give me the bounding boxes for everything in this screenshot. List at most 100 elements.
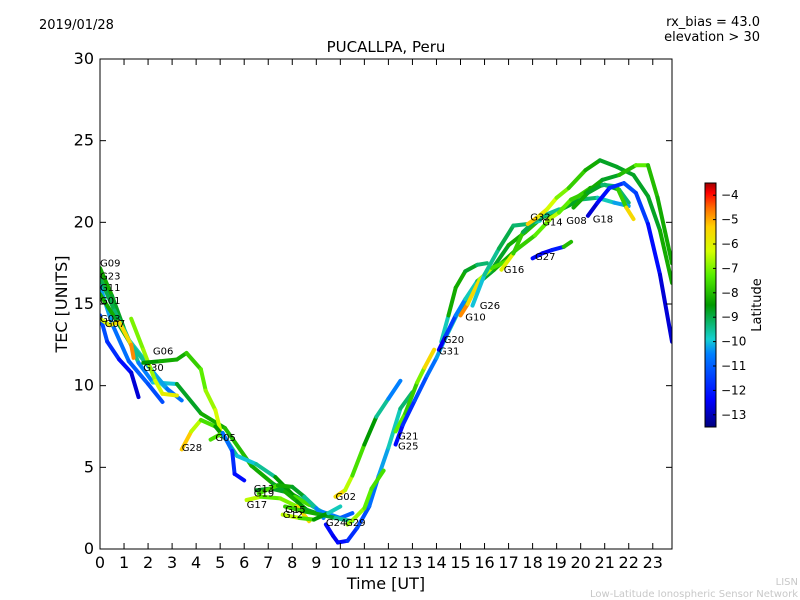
trace-segment [146,382,165,404]
colorbar-ticks: −4 −5 −6 −7 −8 −9 −10 −11 −12 −13 [713,188,746,422]
trace-segment [100,266,114,298]
trace-segment [393,422,405,447]
trace-segment [475,261,489,267]
trace-segment [230,449,237,476]
trace-segment [545,207,561,217]
trace-segment [511,230,525,256]
trace-segment [232,471,247,483]
series-g32 [525,158,672,285]
x-tick-label: 0 [95,553,105,572]
trace-segment [129,316,146,352]
trace-segment [376,445,391,478]
trace-segment [631,173,650,199]
trace-segment [561,239,574,249]
trace-segment [569,190,588,202]
trace-segment [198,367,208,393]
trace-segment [362,414,379,447]
y-tick-label: 0 [84,539,94,558]
y-tick-label: 30 [74,49,94,68]
prn-label-g07: G07 [105,319,125,330]
trace-segment [290,484,307,499]
trace-segment [278,496,300,509]
colorbar-tick-label: −13 [721,408,746,422]
prn-label-g11: G11 [100,283,120,294]
colorbar-tick-label: −4 [721,188,739,202]
prn-label-g08: G08 [566,216,586,227]
series-g05 [208,431,247,483]
prn-label-g23: G23 [100,272,120,283]
trace-segment [646,222,662,277]
prn-label-g19: G19 [254,489,274,500]
footer-network: Low-Latitude Ionospheric Sensor Network [590,589,798,600]
trace-segment [343,473,355,493]
trace-segment [280,512,302,520]
prn-label-g03: G03 [100,314,120,325]
prn-label-g21: G21 [398,432,418,443]
trace-segment [422,347,437,370]
y-tick-label: 25 [74,131,94,150]
series-g21 [393,347,437,434]
colorbar-tick-label: −9 [721,310,739,324]
prn-label-g05: G05 [215,433,235,444]
footer-lisn: LISN [775,577,798,588]
trace-segment [275,483,295,489]
series-g28 [179,418,312,507]
trace-segment [153,378,165,396]
trace-segment [126,359,151,386]
x-tick-label: 12 [378,553,398,572]
trace-segment [597,158,619,169]
trace-segment [614,184,629,210]
x-tick-label: 1 [119,553,129,572]
prn-label-g17: G17 [247,500,267,511]
x-tick-label: 7 [263,553,273,572]
trace-segment [369,468,386,491]
trace-segment [646,163,660,200]
trace-segment [557,197,574,215]
trace-segment [633,190,650,226]
prn-label-g30: G30 [143,363,163,374]
trace-segment [174,382,203,416]
trace-segment [203,388,218,413]
series-g06 [129,316,179,398]
trace-segment [458,302,470,318]
trace-segment [105,339,122,362]
trace-segment [141,359,163,365]
prn-label-g27: G27 [535,252,555,263]
trace-segment [535,207,549,220]
trace-segment [129,370,141,400]
x-tick-label: 23 [643,553,663,572]
x-tick-label: 18 [522,553,542,572]
trace-segment [403,380,420,416]
trace-segment [254,462,278,480]
prn-label-g29: G29 [345,518,365,529]
trace-segment [292,494,312,507]
trace-segment [244,494,263,502]
trace-segment [311,511,331,522]
prn-label-g20: G20 [444,335,464,346]
x-tick-label: 6 [239,553,249,572]
trace-segment [158,357,179,364]
trace-segment [235,453,259,467]
y-tick-label: 10 [74,376,94,395]
colorbar-tick-label: −5 [721,213,739,227]
trace-segment [513,233,537,253]
x-tick-label: 16 [474,553,494,572]
trace-segment [136,360,155,385]
trace-segment [345,525,360,543]
trace-segment [117,320,134,347]
series-g12 [280,504,343,522]
series-g19 [256,483,326,520]
trace-segment [393,411,408,434]
y-tick-label: 5 [84,457,94,476]
trace-segment [198,418,218,429]
trace-segment [184,351,203,372]
colorbar-tick-label: −7 [721,261,739,275]
prn-label-g13: G13 [254,484,274,495]
trace-segment [655,195,672,266]
trace-segment [117,357,134,375]
plot-frame [99,58,673,550]
trace-segment [545,195,559,212]
trace-segment [583,158,602,173]
trace-segment [302,494,319,511]
